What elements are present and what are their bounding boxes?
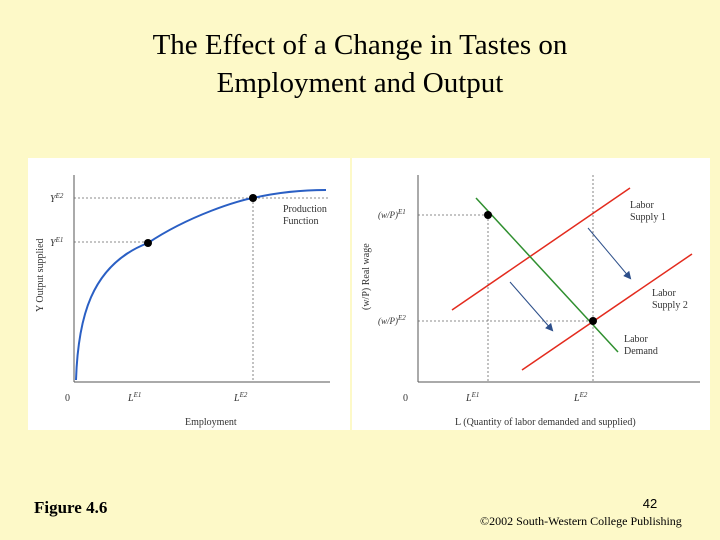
right-x-tick-e1: LE1 [465,391,479,404]
left-origin: 0 [65,393,70,404]
right-origin: 0 [403,393,408,404]
left-chart-panel [28,158,350,430]
figure-label: Figure 4.6 [34,498,108,517]
labor-supply-1-label: Labor Supply 1 [630,200,666,223]
copyright-notice: ©2002 South-Western College Publishing [480,514,682,528]
right-point-e2 [589,317,597,325]
left-y-axis-label: Y Output supplied [35,238,46,312]
right-x-axis-label: L (Quantity of labor demanded and suppli… [455,417,636,428]
title-line-1: The Effect of a Change in Tastes on [152,29,568,61]
labor-supply-2-line [521,253,693,371]
right-point-e1 [484,211,492,219]
right-chart-panel [352,158,710,430]
left-x-axis-label: Employment [185,417,237,428]
left-y-tick-e2: YE2 [50,192,64,205]
production-function-curve [75,189,327,381]
right-y-axis-label: (w/P) Real wage [361,243,372,310]
labor-supply-1-line [451,187,631,311]
left-chart: YE2 YE1 Y Output supplied 0 LE1 LE2 Empl… [35,175,330,428]
right-x-tick-e2: LE2 [573,391,588,404]
production-function-label: Production Function [283,204,329,227]
shift-arrow-lower [509,281,554,332]
shift-arrow-upper [587,227,632,280]
page-number: 42 [642,496,658,511]
labor-demand-line [475,197,619,353]
left-y-tick-e1: YE1 [50,236,63,249]
left-point-e1 [144,239,152,247]
left-point-e2 [249,194,257,202]
right-y-tick-e2: (w/P)E2 [378,314,406,326]
slide-title: The Effect of a Change in Tastes on Empl… [0,26,720,102]
labor-supply-2-label: Labor Supply 2 [652,288,688,311]
left-x-tick-e1: LE1 [127,391,141,404]
left-x-tick-e2: LE2 [233,391,248,404]
title-line-2: Employment and Output [216,67,504,99]
labor-demand-label: Labor Demand [624,334,658,357]
right-chart: (w/P)E1 (w/P)E2 (w/P) Real wage 0 LE1 LE… [361,175,700,428]
right-y-tick-e1: (w/P)E1 [378,208,406,220]
